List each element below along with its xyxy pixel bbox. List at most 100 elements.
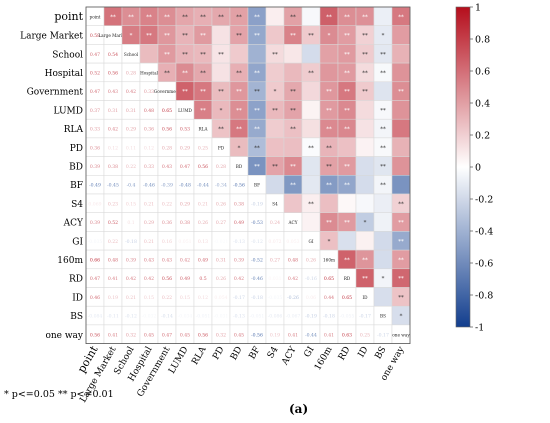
row-label: LUMD bbox=[53, 106, 83, 116]
significance-stars: * bbox=[238, 145, 241, 151]
cell-value: 0.58 bbox=[90, 33, 100, 39]
row-label: 160m bbox=[57, 256, 83, 266]
significance-stars: ** bbox=[254, 127, 260, 133]
diagonal-label: RD bbox=[344, 276, 351, 281]
cell-value: 0.66 bbox=[90, 257, 100, 263]
colorbar-tick-label: -0.4 bbox=[475, 227, 493, 238]
cell-value: 0.32 bbox=[216, 332, 226, 338]
heatmap-cell bbox=[265, 25, 285, 45]
significance-stars: ** bbox=[380, 164, 386, 170]
significance-stars: ** bbox=[344, 70, 350, 76]
cell-value: 0.28 bbox=[126, 70, 136, 76]
column-label: GI bbox=[303, 345, 317, 360]
heatmap-cell bbox=[319, 62, 339, 83]
significance-stars: ** bbox=[218, 52, 224, 58]
significance-stars: ** bbox=[344, 164, 350, 170]
heatmap-cells: point ** ** ** ** ** ** ** ** ** ** ** ** ** **0.58Lar… bbox=[85, 6, 411, 345]
heatmap-cell bbox=[355, 175, 375, 195]
cell-value: 0.43 bbox=[162, 164, 172, 170]
colorbar-gradient bbox=[455, 6, 471, 328]
colorbar-tick-label: 0 bbox=[475, 163, 481, 174]
cell-value: -0.18 bbox=[323, 314, 335, 320]
cell-value: 0.25 bbox=[198, 145, 208, 151]
cell-value: 0.41 bbox=[288, 332, 298, 338]
heatmap-cell bbox=[211, 62, 231, 83]
heatmap-cell bbox=[391, 137, 411, 157]
cell-value: 0.42 bbox=[126, 89, 136, 95]
cell-value: 0.31 bbox=[126, 108, 136, 114]
diagonal-label: School bbox=[124, 52, 139, 57]
column-label: ACY bbox=[280, 344, 299, 368]
cell-value: 0.47 bbox=[90, 89, 100, 95]
cell-value: 0.46 bbox=[90, 295, 100, 301]
cell-value: -0.53 bbox=[251, 220, 263, 226]
heatmap-cell bbox=[301, 118, 321, 139]
diagonal-label: GI bbox=[309, 239, 314, 244]
cell-value: -0.055 bbox=[340, 314, 355, 320]
significance-stars: * bbox=[400, 314, 403, 320]
cell-value: 0.29 bbox=[126, 127, 136, 133]
heatmap-cell bbox=[337, 137, 357, 157]
significance-stars: * bbox=[328, 239, 331, 245]
heatmap-cell bbox=[301, 212, 321, 232]
cell-value: 0.29 bbox=[144, 220, 154, 226]
heatmap-cell bbox=[355, 156, 375, 176]
significance-stars: ** bbox=[254, 33, 260, 39]
heatmap-cell bbox=[319, 44, 339, 64]
cell-value: -0.17 bbox=[233, 295, 245, 301]
heatmap-cell bbox=[265, 6, 285, 26]
cell-value: 0.21 bbox=[198, 201, 208, 207]
significance-stars: ** bbox=[236, 14, 242, 20]
significance-stars: ** bbox=[344, 52, 350, 58]
cell-value: 0.56 bbox=[198, 332, 208, 338]
cell-value: 0.45 bbox=[144, 332, 154, 338]
significance-stars: ** bbox=[290, 183, 296, 189]
cell-value: 0.19 bbox=[270, 332, 280, 338]
heatmap-cell bbox=[391, 25, 411, 45]
cell-value: 0.27 bbox=[270, 257, 280, 263]
diagonal-label: Hospital bbox=[140, 70, 159, 75]
cell-value: 0.56 bbox=[108, 70, 118, 76]
column-label: S4 bbox=[266, 345, 281, 361]
cell-value: -0.4 bbox=[127, 183, 136, 189]
significance-stars: * bbox=[130, 33, 133, 39]
heatmap-cell bbox=[391, 100, 411, 120]
cell-value: 0.22 bbox=[126, 164, 136, 170]
cell-value: -0.034 bbox=[178, 314, 193, 320]
significance-stars: ** bbox=[272, 164, 278, 170]
significance-stars: ** bbox=[218, 127, 224, 133]
cell-value: 0.36 bbox=[90, 145, 100, 151]
row-label: Large Market bbox=[20, 32, 83, 42]
cell-value: -0.56 bbox=[251, 332, 263, 338]
cell-value: 0.28 bbox=[162, 145, 172, 151]
cell-value: 0.38 bbox=[180, 220, 190, 226]
row-label: BS bbox=[70, 312, 83, 322]
column-label: BF bbox=[248, 345, 263, 361]
significance-stars: ** bbox=[398, 257, 404, 263]
heatmap-cell bbox=[337, 231, 357, 251]
column-label: PD bbox=[211, 345, 226, 362]
cell-value: -0.035 bbox=[268, 295, 283, 301]
cell-value: 0.56 bbox=[198, 164, 208, 170]
heatmap-cell bbox=[301, 6, 321, 26]
cell-value: 0.43 bbox=[108, 89, 118, 95]
cell-value: 0.56 bbox=[162, 276, 172, 282]
heatmap-cell bbox=[301, 100, 321, 120]
significance-stars: ** bbox=[110, 14, 116, 20]
diagonal-label: S4 bbox=[272, 201, 278, 206]
cell-value: 0.42 bbox=[108, 127, 118, 133]
heatmap-cell bbox=[391, 156, 411, 176]
heatmap-cell bbox=[283, 44, 303, 64]
cell-value: 0.47 bbox=[90, 52, 100, 58]
cell-value: 0.38 bbox=[108, 164, 118, 170]
heatmap-cell bbox=[355, 193, 375, 213]
row-label: BD bbox=[69, 162, 83, 172]
significance-stars: ** bbox=[164, 14, 170, 20]
cell-value: 0.36 bbox=[144, 127, 154, 133]
cell-value: 0.26 bbox=[216, 201, 226, 207]
significance-stars: ** bbox=[344, 257, 350, 263]
cell-value: -0.46 bbox=[143, 183, 155, 189]
cell-value: 0.069 bbox=[88, 201, 101, 207]
significance-stars: ** bbox=[164, 33, 170, 39]
significance-stars: ** bbox=[182, 14, 188, 20]
